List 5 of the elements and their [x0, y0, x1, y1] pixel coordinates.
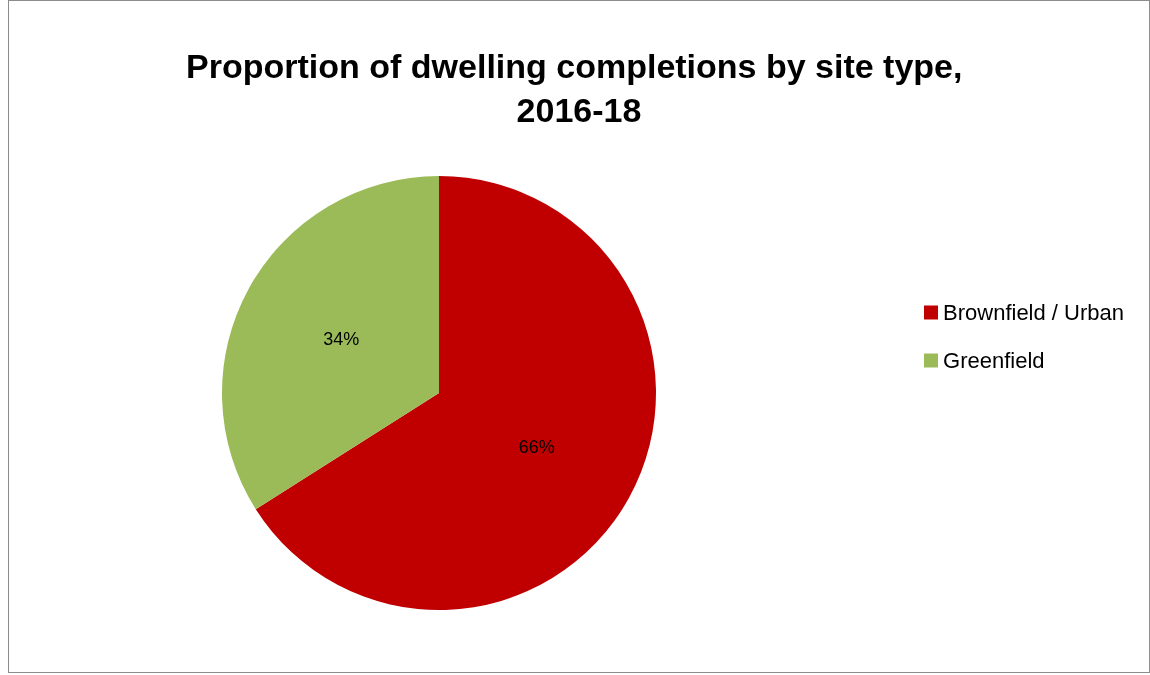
chart-title: Proportion of dwelling completions by site type, 2016-18 [186, 47, 972, 129]
data-label: 34% [323, 329, 360, 350]
legend-label: Greenfield [943, 348, 1045, 373]
data-label: 66% [518, 436, 555, 457]
legend-label: Brownfield / Urban [943, 300, 1125, 325]
